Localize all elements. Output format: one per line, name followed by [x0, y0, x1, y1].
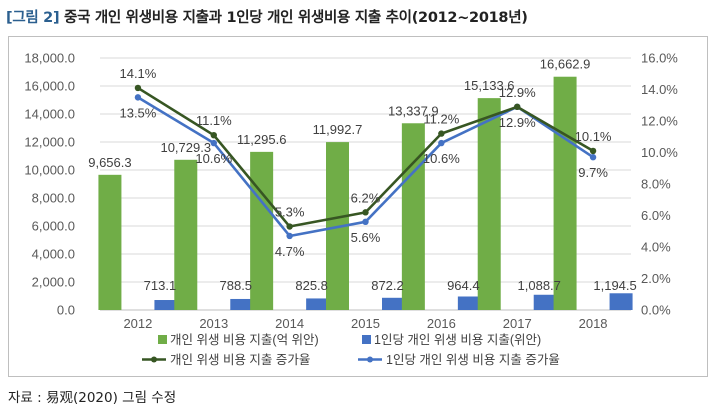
- y-tick-label: 14,000.0: [24, 107, 75, 122]
- bar-total-label: 9,656.3: [88, 155, 131, 170]
- chart-frame: 0.0 2,000.0 4,000.0 6,000.0 8,000.0 10,000.0 1…: [8, 36, 708, 377]
- per-capita-growth-marker: [210, 139, 217, 147]
- per-capita-growth-label: 9.7%: [578, 165, 608, 180]
- x-tick-label: 2015: [351, 316, 380, 331]
- y-tick-label: 2,000.0: [32, 275, 75, 290]
- bar-per-capita-label: 713.1: [144, 278, 177, 293]
- legend-label: 1인당 개인 위생 비용 지출 증가율: [386, 353, 560, 367]
- y2-tick-label: 8.0%: [641, 177, 671, 192]
- legend-marker: [151, 356, 157, 363]
- total-growth-label: 10.1%: [575, 129, 612, 144]
- bar-total: [477, 98, 501, 310]
- bar-per-capita-label: 1,194.5: [593, 278, 636, 293]
- y-tick-label: 0.0: [57, 303, 75, 318]
- total-growth-label: 12.9%: [499, 85, 536, 100]
- y-tick-label: 8,000.0: [32, 191, 75, 206]
- bar-per-capita-label: 964.4: [447, 278, 480, 293]
- total-growth-marker: [589, 147, 597, 155]
- y-tick-label: 10,000.0: [24, 163, 75, 178]
- x-tick-label: 2014: [275, 316, 304, 331]
- y2-tick-label: 6.0%: [641, 208, 671, 223]
- y2-tick-label: 0.0%: [641, 303, 671, 318]
- per-capita-growth-label: 5.6%: [351, 230, 381, 245]
- total-growth-marker: [134, 84, 142, 92]
- bar-per-capita: [382, 297, 405, 310]
- total-growth-marker: [362, 209, 369, 216]
- bar-total-label: 16,662.9: [540, 57, 591, 72]
- bar-per-capita-label: 872.2: [371, 278, 404, 293]
- figure-number: [그림 2]: [6, 10, 60, 26]
- source-note: 자료 : 易观(2020) 그림 수정: [8, 390, 177, 406]
- bar-per-capita-label: 788.5: [220, 278, 253, 293]
- y2-tick-label: 16.0%: [641, 51, 678, 66]
- legend-label: 개인 위생 비용 지출 증가율: [170, 353, 310, 367]
- x-tick-label: 2018: [579, 316, 608, 331]
- y2-tick-label: 4.0%: [641, 240, 671, 255]
- per-capita-growth-label: 10.6%: [195, 151, 232, 166]
- total-growth-label: 11.2%: [423, 112, 459, 127]
- bar-total: [98, 174, 122, 310]
- y2-tick-label: 14.0%: [641, 82, 678, 97]
- total-growth-marker: [210, 131, 217, 139]
- y-tick-label: 12,000.0: [24, 135, 75, 150]
- per-capita-growth-label: 10.6%: [423, 151, 460, 166]
- total-growth-label: 11.1%: [196, 113, 232, 128]
- legend-label: 개인 위생 비용 지출(억 위안): [170, 333, 319, 347]
- bar-total-label: 10,729.3: [160, 140, 211, 155]
- bar-per-capita: [533, 294, 557, 310]
- bar-per-capita-label: 825.8: [295, 278, 328, 293]
- total-growth-marker: [286, 223, 293, 230]
- x-tick-label: 2013: [199, 316, 228, 331]
- bar-per-capita: [609, 293, 633, 310]
- x-tick-label: 2016: [427, 316, 456, 331]
- bar-total-label: 15,133.6: [464, 78, 515, 93]
- bar-per-capita: [457, 296, 481, 310]
- combo-chart: 0.0 2,000.0 4,000.0 6,000.0 8,000.0 10,000.0 1…: [24, 51, 678, 368]
- x-tick-label: 2017: [503, 316, 532, 331]
- total-growth-label: 6.2%: [351, 190, 381, 205]
- bar-total-label: 11,295.6: [237, 132, 287, 147]
- bar-total: [174, 159, 198, 310]
- legend-swatch: [158, 335, 167, 344]
- per-capita-growth-marker: [286, 232, 293, 240]
- total-growth-marker: [438, 130, 445, 137]
- per-capita-growth-marker: [438, 139, 445, 147]
- bar-per-capita: [306, 298, 330, 310]
- total-growth-label: 14.1%: [119, 66, 156, 81]
- total-growth-marker: [514, 103, 521, 111]
- legend-swatch: [362, 335, 371, 344]
- figure-title: [그림 2] 중국 개인 위생비용 지출과 1인당 개인 위생비용 지출 추이(…: [6, 6, 528, 27]
- x-tick-label: 2012: [123, 316, 152, 331]
- bar-total-label: 11,992.7: [313, 122, 363, 137]
- bar-per-capita: [230, 298, 254, 310]
- per-capita-growth-marker: [134, 94, 142, 101]
- per-capita-growth-marker: [589, 154, 597, 161]
- y-tick-label: 6,000.0: [32, 219, 75, 234]
- y-tick-label: 4,000.0: [32, 247, 75, 262]
- figure-title-text: 중국 개인 위생비용 지출과 1인당 개인 위생비용 지출 추이(2012~20…: [64, 10, 528, 26]
- y2-tick-label: 12.0%: [641, 114, 678, 129]
- bar-total: [250, 151, 274, 310]
- per-capita-growth-label: 12.9%: [499, 115, 536, 130]
- y2-tick-label: 10.0%: [641, 145, 678, 160]
- y-tick-label: 18,000.0: [24, 51, 75, 66]
- bar-per-capita: [154, 300, 178, 310]
- y2-tick-label: 2.0%: [641, 271, 671, 286]
- bar-total-label: 13,337.9: [388, 103, 439, 118]
- y-tick-label: 16,000.0: [24, 79, 75, 94]
- bar-total: [553, 76, 577, 311]
- bar-total: [401, 123, 425, 310]
- per-capita-growth-label: 13.5%: [119, 105, 156, 120]
- per-capita-growth-marker: [362, 218, 369, 225]
- per-capita-growth-label: 4.7%: [275, 244, 305, 259]
- legend-marker: [367, 356, 373, 363]
- legend-label: 1인당 개인 위생 비용 지출(위안): [374, 333, 541, 347]
- bar-per-capita-label: 1,088.7: [518, 278, 561, 293]
- total-growth-label: 5.3%: [275, 205, 305, 220]
